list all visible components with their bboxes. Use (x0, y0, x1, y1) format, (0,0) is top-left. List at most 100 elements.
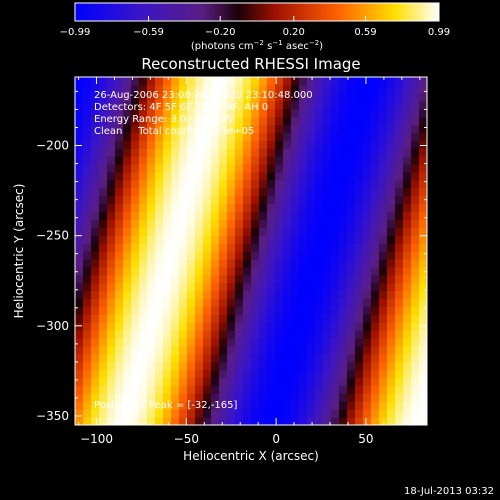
heatmap-cell (115, 227, 124, 236)
heatmap-cell (403, 219, 412, 228)
heatmap-cell (403, 195, 412, 205)
heatmap-cell (299, 203, 308, 213)
heatmap-cell (99, 84, 108, 94)
heatmap-cell (107, 203, 116, 213)
heatmap-cell (347, 132, 356, 141)
heatmap-cell (347, 345, 356, 355)
heatmap-cell (411, 258, 420, 268)
heatmap-cell (163, 274, 172, 284)
heatmap-cell (315, 266, 324, 276)
heatmap-cell (267, 92, 276, 102)
heatmap-cell (251, 274, 260, 284)
heatmap-cell (219, 282, 228, 292)
heatmap-cell (155, 290, 164, 300)
heatmap-cell (179, 132, 188, 141)
heatmap-cell (315, 258, 324, 268)
heatmap-cell (331, 156, 340, 165)
heatmap-cell (107, 195, 116, 205)
colorbar-gradient (74, 2, 440, 22)
heatmap-cell (371, 211, 380, 220)
heatmap-cell (219, 171, 228, 181)
heatmap-cell (395, 322, 404, 331)
heatmap-cell (291, 243, 300, 252)
heatmap-cell (291, 290, 300, 300)
heatmap-cell (83, 338, 92, 347)
heatmap-cell (155, 235, 164, 244)
heatmap-cell (211, 290, 220, 300)
heatmap-cell (267, 282, 276, 292)
heatmap-cell (411, 393, 420, 402)
heatmap-cell (291, 266, 300, 276)
heatmap-cell (371, 258, 380, 268)
heatmap-cell (115, 195, 124, 205)
heatmap-cell (219, 140, 228, 149)
heatmap-cell (339, 116, 348, 126)
heatmap-cell (227, 338, 236, 347)
heatmap-cell (131, 353, 140, 363)
heatmap-cell (315, 195, 324, 205)
heatmap-cell (211, 393, 220, 402)
heatmap-cell (227, 314, 236, 323)
heatmap-cell (155, 330, 164, 339)
heatmap-cell (291, 235, 300, 244)
heatmap-cell (179, 243, 188, 252)
heatmap-cell (363, 282, 372, 292)
heatmap-cell (283, 290, 292, 300)
heatmap-cell (155, 314, 164, 323)
heatmap-cell (83, 77, 92, 86)
heatmap-cell (75, 409, 84, 418)
heatmap-cell (283, 140, 292, 149)
heatmap-cell (291, 322, 300, 331)
heatmap-cell (387, 100, 396, 110)
heatmap-cell (99, 77, 108, 86)
heatmap-cell (403, 179, 412, 189)
heatmap-cell (75, 274, 84, 284)
heatmap-cell (107, 171, 116, 181)
heatmap-cell (387, 132, 396, 141)
heatmap-cell (347, 298, 356, 307)
heatmap-cell (219, 187, 228, 197)
heatmap-cell (123, 251, 132, 260)
heatmap-cell (315, 108, 324, 118)
heatmap-cell (83, 187, 92, 197)
heatmap-cell (379, 243, 388, 252)
heatmap-cell (267, 409, 276, 418)
heatmap-cell (99, 417, 108, 425)
heatmap-cell (259, 258, 268, 268)
heatmap-cell (99, 258, 108, 268)
heatmap-cell (139, 314, 148, 323)
heatmap-cell (395, 164, 404, 173)
heatmap-cell (139, 251, 148, 260)
heatmap-cell (275, 164, 284, 173)
heatmap-cell (187, 353, 196, 363)
heatmap-cell (411, 211, 420, 220)
heatmap-cell (203, 77, 212, 86)
heatmap-cell (83, 298, 92, 307)
heatmap-cell (355, 258, 364, 268)
heatmap-cell (259, 306, 268, 315)
colorbar: −0.99 −0.59 −0.20 0.20 0.59 0.99 (photons cm−… (60, 2, 450, 52)
heatmap-cell (139, 417, 148, 425)
heatmap-cell (283, 195, 292, 205)
heatmap-cell (259, 322, 268, 331)
heatmap-cell (275, 195, 284, 205)
heatmap-cell (387, 266, 396, 276)
heatmap-cell (347, 282, 356, 292)
heatmap-cell (123, 298, 132, 307)
heatmap-cell (299, 235, 308, 244)
heatmap-cell (187, 92, 196, 102)
x-tick-label: 0 (272, 432, 280, 446)
heatmap-cell (115, 251, 124, 260)
heatmap-cell (259, 211, 268, 220)
heatmap-cell (339, 227, 348, 236)
heatmap-cell (195, 409, 204, 418)
heatmap-cell (227, 417, 236, 425)
heatmap-cell (275, 345, 284, 355)
heatmap-cell (395, 235, 404, 244)
heatmap-cell (299, 338, 308, 347)
heatmap-cell (411, 417, 420, 425)
heatmap-cell (267, 84, 276, 94)
heatmap-cell (387, 108, 396, 118)
heatmap-cell (315, 385, 324, 394)
heatmap-cell (307, 401, 316, 410)
